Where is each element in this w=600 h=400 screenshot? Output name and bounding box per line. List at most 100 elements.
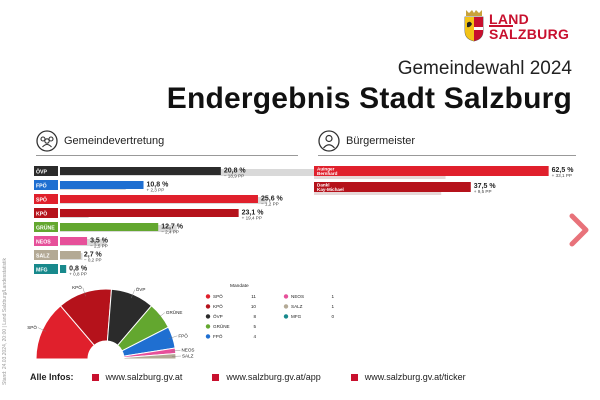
footer-link-ticker[interactable]: www.salzburg.gv.at/ticker [350,372,466,382]
candidate-label: Bernhard [317,171,338,176]
leader-line [171,349,181,352]
mayor-section-title: Bürgermeister [346,135,416,147]
legend-value: 5 [253,324,256,329]
legend-label: SPÖ [213,293,223,299]
party-label-box [34,194,58,204]
footer-link-website[interactable]: www.salzburg.gv.at [91,372,183,382]
party-label-box [34,222,58,232]
legend-label: ÖVP [213,313,223,319]
legend-label: GRÜNE [213,323,230,329]
legend-marker [283,314,289,319]
result-bar [60,181,144,189]
value-label: 10,8 % [147,182,170,189]
footer-label: Alle Infos: [30,372,74,382]
value-label: 3,5 % [90,238,109,245]
mayor-section-header: Bürgermeister [318,130,415,152]
party-label-box [34,250,58,260]
legend-value: 1 [331,304,334,309]
change-label: + 33,1 PP [552,173,572,178]
legend-marker [205,334,211,339]
logo-divider [489,25,513,27]
legend-value: 4 [253,334,256,339]
leader-line [37,327,47,332]
data-source-note: Stand: 24.03.2024, 20:00 | Land Salzburg… [2,258,8,385]
party-label-box [34,180,58,190]
party-label-box [34,264,58,274]
value-label: 25,6 % [261,196,284,203]
next-slide-button[interactable] [564,210,594,250]
legend-label: NEOS [291,294,304,299]
seat-segment [123,352,177,360]
council-section-divider [36,155,298,156]
change-label: + 19,4 PP [242,216,262,221]
logo-line-land: LAND [489,11,530,27]
segment-label: KPÖ [72,284,82,290]
footer-link-text[interactable]: www.salzburg.gv.at [105,372,183,382]
value-label: 2,7 % [84,252,103,259]
legend-label: FPÖ [213,333,223,339]
legend-value: 10 [251,304,257,309]
footer-link-text[interactable]: www.salzburg.gv.at/app [226,372,321,382]
leader-line [168,335,178,339]
person-icon [318,130,340,152]
leader-line [131,289,135,299]
legend-value: 1 [331,294,334,299]
result-bar [314,182,471,192]
result-bar [60,223,159,231]
legend-value: 0 [331,314,334,319]
legend-label: SALZ [291,304,303,309]
salzburg-crest-icon [464,10,484,42]
chevron-right-icon [569,213,589,247]
segment-label: SALZ [182,354,194,359]
party-label: NEOS [36,240,51,246]
result-bar [314,166,549,176]
value-label: 20,8 % [224,168,247,175]
party-label: GRÜNE [36,225,55,232]
party-label: ÖVP [36,169,47,176]
value-label: 37,5 % [474,183,497,190]
change-label: − 1,2 PP [261,202,279,207]
footer-link-app[interactable]: www.salzburg.gv.at/app [212,372,321,382]
segment-label: GRÜNE [166,309,183,315]
footer-link-text[interactable]: www.salzburg.gv.at/ticker [364,372,466,382]
legend-value: 11 [251,294,256,299]
result-bar [60,195,258,203]
party-label: SPÖ [36,197,47,204]
red-square-icon [91,373,99,381]
logo-line-salzburg: SALZBURG [489,26,570,42]
legend-value: 8 [253,314,256,319]
value-label: 12,7 % [161,224,184,231]
party-label: MFG [36,268,48,274]
land-salzburg-logo: LAND SALZBURG [463,9,583,45]
legend-marker [205,324,211,329]
party-label: SALZ [36,254,50,260]
value-label: 62,5 % [552,167,575,174]
segment-label: SPÖ [27,324,37,330]
mayor-section-divider [318,155,576,156]
change-label: − 0,2 PP [84,258,102,263]
segment-label: ÖVP [136,286,146,292]
page-title: Endergebnis Stadt Salzburg [166,82,572,115]
party-label-box [34,166,58,176]
page-subtitle: Gemeindewahl 2024 [397,58,572,79]
legend-marker [283,294,289,299]
red-square-icon [350,373,358,381]
council-results-chart: ÖVP 20,8 %− 18,9 PP FPÖ 10,8 %+ 2,3 PP SPÖ 25… [34,166,368,277]
leader-line [82,287,86,297]
party-label: KPÖ [36,211,47,218]
segment-label: NEOS [181,348,194,353]
candidate-label: Kay-Michael [317,187,344,192]
legend-marker [205,314,211,319]
council-section-title: Gemeindevertretung [64,135,165,147]
legend-label: MFG [291,314,302,319]
value-label: 23,1 % [242,210,265,217]
council-section-header: Gemeindevertretung [36,130,164,152]
candidate-label: Auinger [317,167,335,172]
change-label: + 2,3 PP [147,188,165,193]
result-bar [60,209,239,217]
group-people-icon [36,130,58,152]
change-label: + 0,8 PP [69,272,87,277]
result-bar [60,167,221,175]
